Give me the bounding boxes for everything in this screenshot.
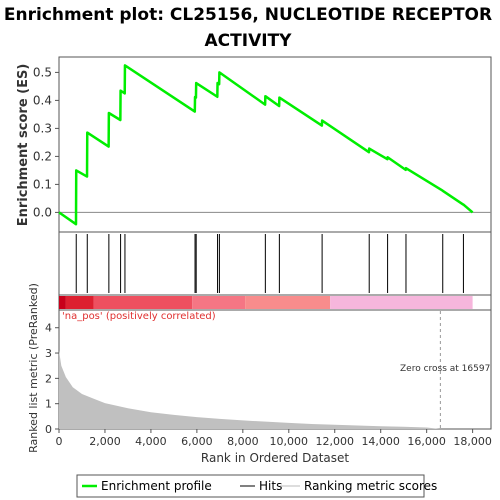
x-tick-label-1: 2,000 bbox=[89, 435, 121, 448]
x-tick-label-9: 18,000 bbox=[453, 435, 492, 448]
es-tick-label-1: 0.1 bbox=[33, 177, 52, 191]
x-tick-label-6: 12,000 bbox=[315, 435, 354, 448]
metric-tick-label-0: 0 bbox=[45, 423, 52, 436]
x-tick-label-8: 16,000 bbox=[407, 435, 446, 448]
x-tick-label-7: 14,000 bbox=[361, 435, 400, 448]
es-tick-label-5: 0.5 bbox=[33, 65, 52, 79]
metric-tick-label-4: 4 bbox=[45, 322, 52, 335]
chart-title-line-2: ACTIVITY bbox=[205, 31, 293, 51]
heatmap-segment-1 bbox=[65, 296, 94, 309]
enrichment-profile-line bbox=[58, 64, 474, 226]
x-tick-label-3: 6,000 bbox=[181, 435, 213, 448]
x-axis-label: Rank in Ordered Dataset bbox=[201, 451, 349, 465]
legend-label-enrichment: Enrichment profile bbox=[101, 479, 212, 493]
x-tick-label-4: 8,000 bbox=[227, 435, 259, 448]
heatmap-segment-3 bbox=[192, 296, 246, 309]
legend-label-ranking: Ranking metric scores bbox=[304, 479, 437, 493]
hits-panel-frame bbox=[58, 231, 492, 296]
pos-label: 'na_pos' (positively correlated) bbox=[62, 311, 216, 322]
heatmap-segment-4 bbox=[245, 296, 331, 309]
es-tick-label-2: 0.2 bbox=[33, 149, 52, 163]
es-tick-label-3: 0.3 bbox=[33, 121, 52, 135]
es-tick-label-4: 0.4 bbox=[33, 93, 52, 107]
heatmap-segment-2 bbox=[93, 296, 193, 309]
y-axis-label-es: Enrichment score (ES) bbox=[16, 64, 31, 227]
heatmap-segment-0 bbox=[59, 296, 66, 309]
chart-title-line-1: Enrichment plot: CL25156, NUCLEOTIDE REC… bbox=[4, 5, 492, 25]
heatmap-segment-5 bbox=[330, 296, 473, 309]
ranking-metric-area bbox=[59, 350, 473, 429]
y-axis-label-metric: Ranked list metric (PreRanked) bbox=[27, 283, 40, 453]
zero-cross-label: Zero cross at 16597 bbox=[400, 364, 490, 374]
metric-tick-label-3: 3 bbox=[45, 347, 52, 360]
metric-tick-label-2: 2 bbox=[45, 372, 52, 385]
x-tick-label-0: 0 bbox=[56, 435, 63, 448]
metric-tick-label-1: 1 bbox=[45, 398, 52, 411]
x-tick-label-5: 10,000 bbox=[270, 435, 309, 448]
es-tick-label-0: 0.0 bbox=[33, 205, 52, 219]
legend-label-hits: Hits bbox=[259, 479, 282, 493]
x-tick-label-2: 4,000 bbox=[135, 435, 167, 448]
